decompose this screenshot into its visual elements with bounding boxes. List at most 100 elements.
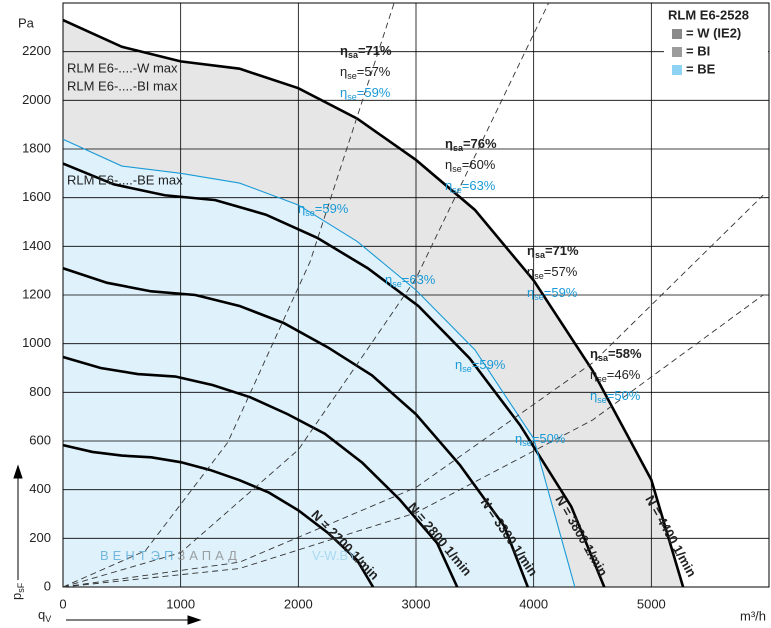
y-tick-label: 1400 — [22, 238, 51, 253]
efficiency-label-part: η — [590, 346, 598, 361]
system-curve — [62, 194, 764, 588]
efficiency-label-part: sa — [348, 50, 359, 60]
efficiency-label-part: =57% — [357, 64, 391, 79]
efficiency-label-part: se — [347, 71, 357, 81]
fan-curve — [62, 443, 375, 588]
watermark-part: V-W.BY — [312, 548, 357, 563]
efficiency-label-part: =76% — [463, 136, 497, 151]
x-tick-label: 3000 — [402, 596, 431, 611]
efficiency-label: ηse=46% — [590, 367, 641, 384]
efficiency-label-part: se — [452, 185, 462, 195]
efficiency-label-part: =59% — [544, 285, 578, 300]
efficiency-label-part: =58% — [608, 346, 642, 361]
efficiency-label-part: η — [527, 285, 534, 300]
x-tick-label: 2000 — [284, 596, 313, 611]
y-tick-label: 2200 — [22, 43, 51, 58]
efficiency-label-part: η — [340, 85, 347, 100]
efficiency-label-part: se — [597, 395, 607, 405]
efficiency-label-part: η — [340, 64, 347, 79]
system-curve — [62, 294, 764, 588]
efficiency-label-part: =60% — [462, 157, 496, 172]
y-tick-label: 800 — [29, 384, 51, 399]
y-tick-label: 200 — [29, 530, 51, 545]
efficiency-label: ηse=57% — [527, 264, 578, 281]
y-tick-label: 1800 — [22, 140, 51, 155]
fan-curve — [62, 162, 606, 588]
curve-efficiency-label-part: se — [522, 438, 532, 448]
fan-curve — [62, 138, 576, 588]
curve-efficiency-label: ηse=59% — [298, 201, 349, 218]
y-tick-label: 2000 — [22, 92, 51, 107]
efficiency-label-part: η — [527, 243, 535, 258]
efficiency-label-part: η — [445, 157, 452, 172]
efficiency-label: ηse=59% — [340, 85, 391, 102]
legend-label: = W (IE2) — [686, 25, 741, 40]
y-tick-label: 600 — [29, 432, 51, 447]
curve-label: RLM E6-....-W max — [67, 60, 178, 75]
y-tick-label: 1000 — [22, 335, 51, 350]
efficiency-label: ηsa=71% — [340, 43, 392, 60]
x-symbol: qV — [38, 607, 51, 624]
x-tick-label: 4000 — [519, 596, 548, 611]
y-tick-label: 400 — [29, 481, 51, 496]
curve-efficiency-label-part: se — [462, 364, 472, 374]
x-symbol-part: q — [38, 607, 45, 622]
legend-label: = BE — [686, 61, 716, 76]
efficiency-label: ηse=57% — [340, 64, 391, 81]
curve-efficiency-label: ηse=63% — [385, 272, 436, 289]
efficiency-label: ηse=59% — [527, 285, 578, 302]
curve-label: RLM E6-....-BI max — [67, 78, 178, 93]
fan-curve — [62, 266, 529, 588]
efficiency-label-part: η — [590, 367, 597, 382]
curve-efficiency-label-part: =59% — [315, 201, 349, 216]
plot-frame — [62, 2, 770, 588]
system-curve — [62, 2, 395, 588]
efficiency-label-part: =71% — [545, 243, 579, 258]
legend-swatch — [672, 65, 682, 75]
curve-efficiency-label-part: η — [385, 272, 392, 287]
curve-efficiency-label-part: η — [455, 357, 462, 372]
legend-label: = BI — [686, 43, 710, 58]
y-symbol: psF — [9, 582, 26, 600]
system-curve — [62, 2, 550, 588]
efficiency-label-part: =59% — [357, 85, 391, 100]
y-arrowhead — [13, 464, 23, 479]
efficiency-label-part: sa — [535, 250, 546, 260]
efficiency-label-part: η — [340, 43, 348, 58]
efficiency-label-part: se — [597, 374, 607, 384]
watermark-part: ВЕНТЭП — [100, 548, 177, 563]
curve-efficiency-label: ηse=59% — [455, 357, 506, 374]
efficiency-label-part: sa — [453, 143, 464, 153]
efficiency-label: ηse=63% — [445, 178, 496, 195]
watermark: ВЕНТЭПЗАПАД V-W.BY — [100, 548, 357, 563]
efficiency-label-part: =63% — [462, 178, 496, 193]
curve-efficiency-label-part: se — [305, 208, 315, 218]
efficiency-label-part: =71% — [358, 43, 392, 58]
y-tick-label: 0 — [44, 578, 51, 593]
y-symbol-part: sF — [16, 582, 26, 593]
efficiency-label-part: se — [452, 164, 462, 174]
efficiency-label: ηsa=58% — [590, 346, 642, 363]
x-arrowhead — [187, 615, 202, 625]
efficiency-label-part: se — [347, 92, 357, 102]
y-symbol-part: p — [9, 593, 24, 600]
efficiency-label-part: se — [534, 292, 544, 302]
legend-title: RLM E6-2528 — [668, 7, 749, 22]
efficiency-label-part: η — [527, 264, 534, 279]
curve-efficiency-label-part: =50% — [532, 431, 566, 446]
efficiency-label-part: se — [534, 271, 544, 281]
legend-swatch — [672, 29, 682, 39]
curve-efficiency-label-part: se — [392, 279, 402, 289]
y-tick-label: 1200 — [22, 286, 51, 301]
curve-efficiency-label-part: η — [298, 201, 305, 216]
fan-curve — [62, 355, 459, 588]
efficiency-label-part: =46% — [607, 367, 641, 382]
efficiency-label-part: η — [445, 178, 452, 193]
fan-curve — [62, 18, 685, 588]
efficiency-label-part: η — [445, 136, 453, 151]
efficiency-label: ηsa=71% — [527, 243, 579, 260]
legend-swatch — [672, 47, 682, 57]
x-tick-label: 5000 — [637, 596, 666, 611]
curve-efficiency-label-part: =63% — [402, 272, 436, 287]
